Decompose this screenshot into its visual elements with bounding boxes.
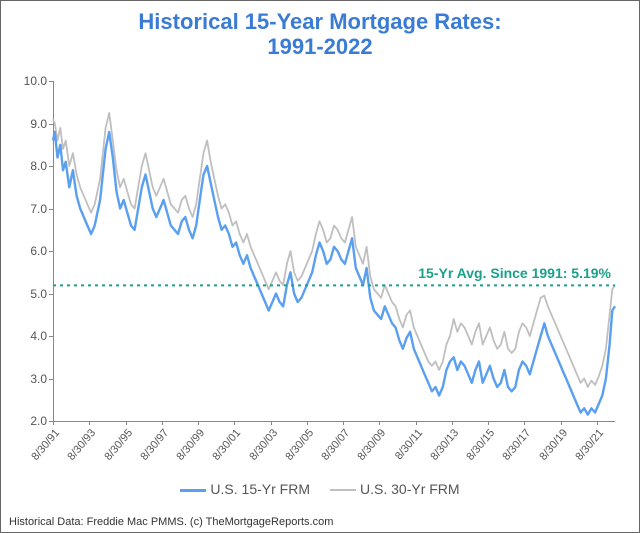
x-tick-mark [198,421,199,425]
x-tick-mark [416,421,417,425]
y-tick-mark [49,294,53,295]
legend-item: U.S. 15-Yr FRM [180,481,310,497]
chart-title: Historical 15-Year Mortgage Rates: 1991-… [1,1,639,60]
x-tick-label: 8/30/17 [501,427,534,463]
x-tick-label: 8/30/01 [211,427,244,463]
legend-item: U.S. 30-Yr FRM [330,481,460,497]
legend-swatch [330,489,356,491]
legend: U.S. 15-Yr FRM U.S. 30-Yr FRM [1,481,639,497]
x-tick-mark [234,421,235,425]
x-tick-label: 8/30/99 [174,427,207,463]
x-tick-label: 8/30/19 [537,427,570,463]
chart-container: Historical 15-Year Mortgage Rates: 1991-… [0,0,640,533]
x-tick-mark [597,421,598,425]
x-tick-label: 8/30/05 [283,427,316,463]
x-tick-label: 8/30/91 [29,427,62,463]
x-tick-mark [89,421,90,425]
y-tick-mark [49,251,53,252]
x-tick-mark [307,421,308,425]
x-tick-label: 8/30/09 [356,427,389,463]
title-line1: Historical 15-Year Mortgage Rates: [138,9,501,34]
x-tick-mark [343,421,344,425]
y-tick-mark [49,81,53,82]
x-tick-label: 8/30/97 [138,427,171,463]
legend-swatch [180,489,206,492]
y-tick-mark [49,336,53,337]
data-source-note: Historical Data: Freddie Mac PMMS. (c) T… [9,516,333,528]
legend-label: U.S. 30-Yr FRM [360,481,460,497]
x-tick-mark [271,421,272,425]
x-tick-mark [452,421,453,425]
chart-svg [53,81,615,421]
x-tick-label: 8/30/93 [66,427,99,463]
x-tick-mark [488,421,489,425]
y-tick-mark [49,166,53,167]
title-line2: 1991-2022 [267,34,372,59]
x-tick-mark [524,421,525,425]
x-tick-label: 8/30/13 [428,427,461,463]
y-tick-mark [49,379,53,380]
x-tick-mark [561,421,562,425]
x-tick-label: 8/30/07 [319,427,352,463]
avg-line-label: 15-Yr Avg. Since 1991: 5.19% [418,265,611,281]
x-tick-mark [126,421,127,425]
x-tick-label: 8/30/11 [393,427,425,462]
x-axis-line [53,421,615,422]
x-tick-mark [53,421,54,425]
x-tick-mark [162,421,163,425]
y-tick-mark [49,209,53,210]
legend-label: U.S. 15-Yr FRM [210,481,310,497]
x-tick-label: 8/30/03 [247,427,280,463]
x-tick-mark [379,421,380,425]
x-tick-label: 8/30/15 [465,427,498,463]
x-tick-label: 8/30/21 [573,427,606,463]
plot-area: 15-Yr Avg. Since 1991: 5.19% 2.03.04.05.… [53,81,615,421]
x-tick-label: 8/30/95 [102,427,135,463]
y-tick-mark [49,124,53,125]
